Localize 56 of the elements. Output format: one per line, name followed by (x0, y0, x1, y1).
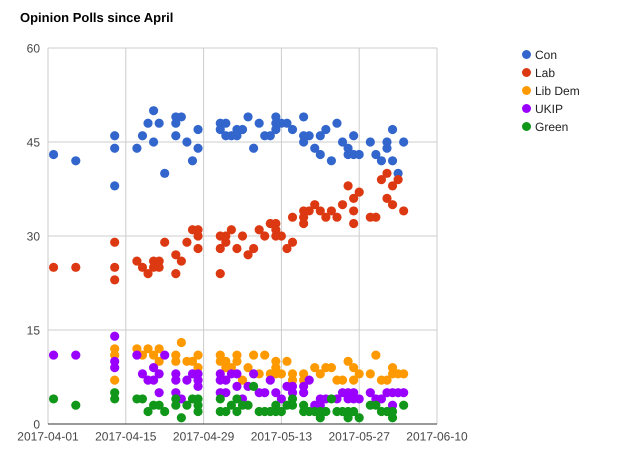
point (176, 413, 186, 422)
legend-label: Lib Dem (535, 84, 580, 98)
point (249, 382, 258, 391)
point (349, 363, 358, 372)
point (48, 394, 58, 404)
point (354, 413, 364, 422)
point (282, 356, 292, 366)
point (160, 406, 170, 416)
point (193, 406, 203, 416)
x-tick-label: 2017-04-29 (172, 430, 235, 444)
point (193, 350, 203, 360)
point (366, 369, 375, 378)
chart-title: Opinion Polls since April (20, 10, 174, 25)
point (110, 394, 120, 404)
point (399, 400, 408, 410)
point (154, 356, 164, 366)
y-tick-label: 45 (26, 135, 40, 150)
point (249, 350, 258, 360)
point (232, 356, 242, 366)
point (354, 369, 364, 378)
point (232, 394, 242, 404)
point (182, 400, 192, 410)
point (154, 344, 164, 354)
y-tick-label: 0 (33, 417, 40, 432)
point (310, 363, 320, 372)
point (388, 413, 398, 422)
point (176, 338, 186, 348)
point (349, 406, 358, 416)
x-tick-label: 2017-04-15 (95, 430, 157, 444)
point (226, 400, 236, 410)
point (243, 363, 253, 372)
point (238, 376, 248, 385)
point (326, 394, 336, 404)
legend-label: Con (535, 48, 558, 62)
point (343, 356, 353, 366)
point (371, 350, 380, 360)
point (260, 350, 270, 360)
point (349, 376, 358, 385)
x-tick-label: 2017-04-01 (17, 430, 80, 444)
point (143, 344, 153, 354)
x-tick-label: 2017-06-10 (406, 430, 468, 444)
point (316, 369, 325, 378)
y-tick-label: 60 (26, 41, 40, 56)
point (232, 406, 242, 416)
legend-label: UKIP (535, 102, 564, 116)
legend-label: Green (535, 120, 568, 134)
point (143, 406, 153, 416)
point (148, 350, 158, 360)
y-tick-label: 15 (26, 323, 40, 338)
legend-label: Lab (535, 66, 556, 80)
point (216, 394, 225, 404)
x-tick-label: 2017-05-27 (328, 430, 390, 444)
point (110, 376, 120, 385)
y-tick-label: 30 (26, 229, 40, 244)
x-tick-label: 2017-05-13 (250, 430, 312, 444)
point (71, 400, 80, 410)
